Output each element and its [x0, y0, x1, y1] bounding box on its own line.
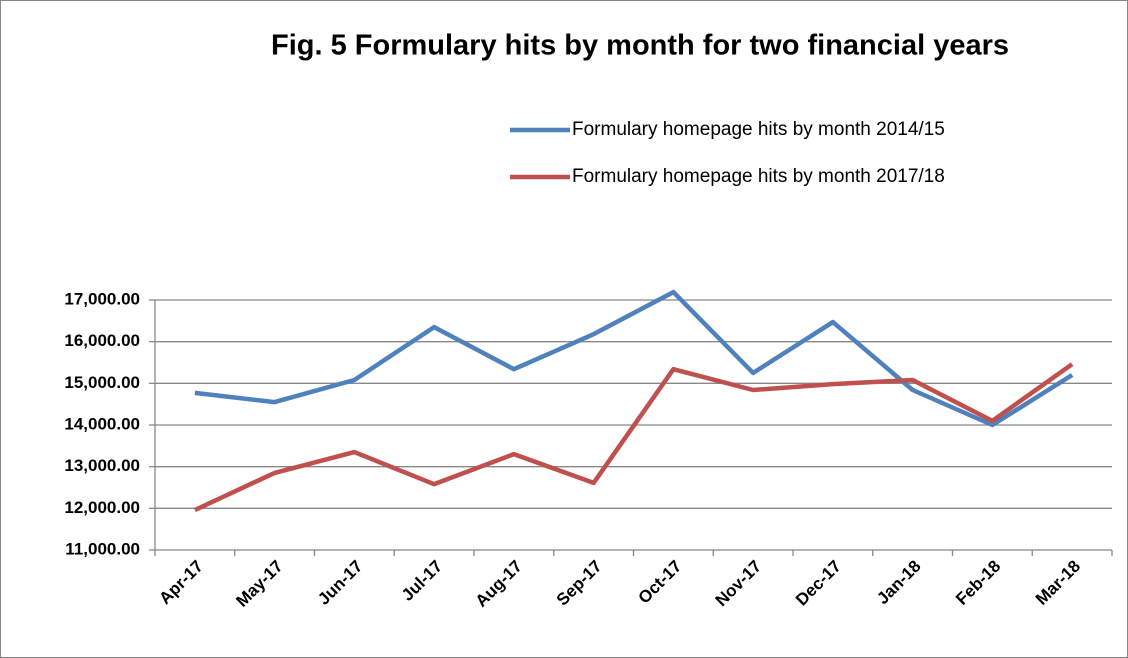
y-tick-label: 15,000.00 — [64, 373, 140, 392]
y-tick-label: 12,000.00 — [64, 498, 140, 517]
legend-label: Formulary homepage hits by month 2014/15 — [572, 119, 945, 140]
y-tick-label: 17,000.00 — [64, 289, 140, 308]
y-tick-label: 14,000.00 — [64, 414, 140, 433]
y-tick-label: 11,000.00 — [65, 539, 140, 558]
legend-label: Formulary homepage hits by month 2017/18 — [572, 166, 945, 187]
series-line — [194, 289, 1074, 428]
y-tick-label: 13,000.00 — [64, 456, 140, 475]
series-line — [193, 362, 1074, 513]
chart-title: Fig. 5 Formulary hits by month for two f… — [271, 30, 1009, 62]
y-tick-label: 16,000.00 — [64, 331, 140, 350]
